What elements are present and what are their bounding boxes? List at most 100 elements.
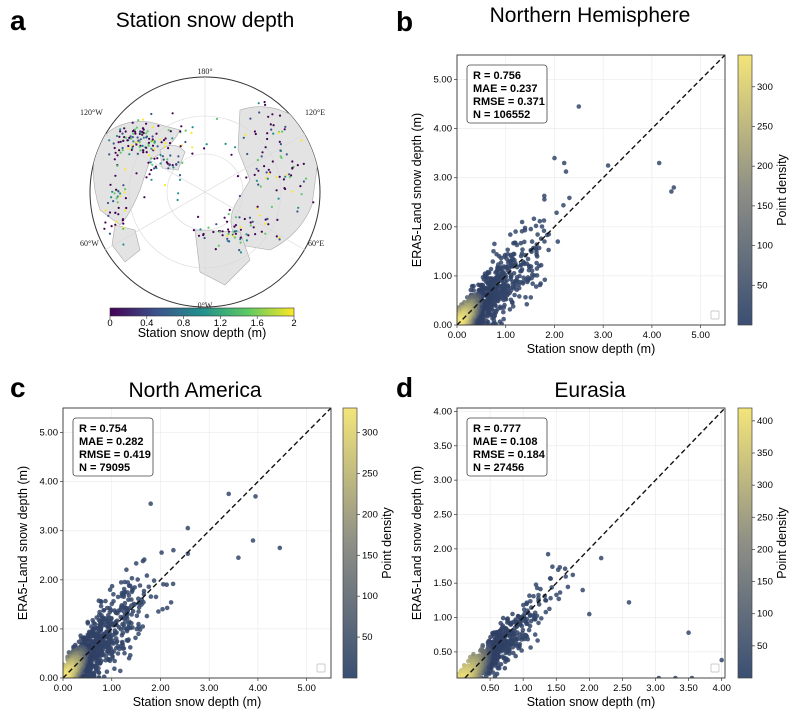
data-point — [140, 558, 146, 564]
data-point — [456, 679, 461, 684]
station-point — [239, 251, 243, 254]
data-point — [459, 684, 464, 689]
data-point — [456, 682, 461, 687]
data-point — [518, 268, 523, 274]
y-axis-label: ERA5-Land snow depth (m) — [410, 466, 424, 620]
station-point — [239, 241, 242, 244]
data-point — [536, 602, 542, 607]
y-tick-label: 0.00 — [40, 673, 59, 684]
data-point — [471, 283, 476, 289]
y-tick-label: 3.00 — [434, 173, 453, 184]
data-point — [546, 247, 551, 253]
data-point — [462, 683, 467, 688]
station-point — [117, 141, 120, 144]
data-point — [528, 618, 534, 624]
y-axis-label: ERA5-Land snow depth (m) — [16, 466, 30, 620]
data-point — [463, 679, 468, 684]
data-point — [673, 675, 678, 678]
panel-b-label: b — [396, 6, 413, 37]
station-point — [190, 131, 193, 135]
station-point — [264, 146, 267, 149]
data-point — [253, 494, 258, 499]
station-point — [264, 103, 267, 106]
station-point — [131, 147, 134, 150]
station-point — [115, 197, 118, 200]
station-point — [131, 121, 134, 124]
data-point — [530, 272, 535, 278]
station-point — [279, 155, 282, 158]
data-point — [467, 681, 472, 686]
station-point — [145, 146, 148, 149]
station-point — [114, 174, 117, 177]
data-point — [541, 228, 547, 234]
data-point — [458, 684, 463, 689]
data-point — [492, 674, 498, 678]
data-point — [570, 572, 576, 578]
station-point — [121, 132, 124, 135]
station-point — [108, 232, 111, 235]
station-point — [148, 137, 151, 140]
station-point — [264, 176, 267, 179]
data-point — [119, 639, 125, 645]
station-point — [139, 130, 142, 133]
station-point — [252, 226, 255, 229]
station-points — [103, 100, 315, 254]
data-point — [457, 680, 462, 685]
station-point — [191, 126, 194, 129]
x-tick-label: 4.00 — [249, 683, 268, 694]
data-point — [455, 683, 460, 688]
data-point — [456, 678, 461, 683]
density-colorbar — [737, 407, 753, 679]
x-tick-label: 5.00 — [691, 330, 710, 341]
data-point — [107, 587, 113, 592]
station-point — [153, 157, 156, 160]
polar-map: 180° 120°W 120°E 60°W 60°E 0°W — [80, 67, 325, 310]
station-point — [104, 221, 107, 224]
data-point — [170, 581, 176, 587]
station-point — [138, 145, 141, 149]
data-point — [144, 573, 150, 578]
data-point — [455, 683, 460, 688]
station-point — [244, 133, 247, 136]
data-point — [455, 683, 460, 688]
station-point — [178, 178, 182, 181]
data-point — [455, 683, 460, 688]
data-point — [461, 680, 466, 685]
data-point — [468, 681, 473, 686]
station-point — [238, 249, 241, 252]
data-point — [459, 682, 464, 687]
station-point — [122, 227, 125, 230]
station-point — [129, 135, 132, 138]
station-point — [192, 229, 195, 232]
data-point — [466, 679, 471, 684]
data-point — [460, 684, 465, 689]
station-point — [296, 164, 299, 167]
station-point — [254, 233, 257, 236]
station-point — [202, 232, 205, 236]
station-point — [119, 130, 122, 133]
station-point — [142, 136, 145, 139]
station-point — [203, 236, 206, 240]
data-point — [455, 682, 460, 687]
station-point — [249, 221, 252, 224]
data-point — [513, 229, 518, 234]
station-point — [270, 205, 273, 208]
data-point — [460, 684, 465, 689]
data-point — [463, 684, 468, 689]
colorbar-tick-label: 0.4 — [140, 318, 153, 329]
station-point — [106, 201, 110, 205]
station-point — [258, 214, 262, 217]
data-point — [474, 680, 479, 685]
station-point — [218, 230, 221, 233]
station-point — [151, 126, 154, 129]
y-tick-label: 4.00 — [40, 477, 59, 488]
data-point — [561, 203, 566, 208]
data-point — [519, 229, 525, 234]
data-point — [510, 304, 516, 309]
data-point — [171, 547, 176, 553]
data-point — [115, 651, 121, 656]
data-point — [539, 224, 545, 229]
station-point — [118, 135, 121, 138]
station-point — [199, 228, 202, 231]
data-point — [456, 684, 461, 689]
